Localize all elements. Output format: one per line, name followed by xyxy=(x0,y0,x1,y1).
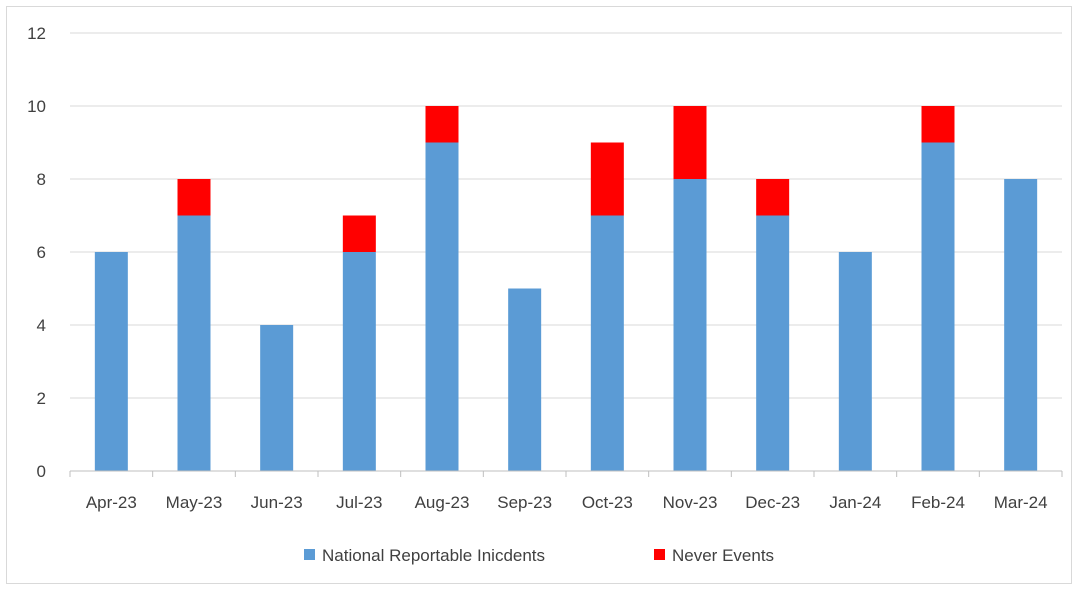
x-tick-label: Apr-23 xyxy=(86,493,137,512)
x-tick-label: Jan-24 xyxy=(829,493,881,512)
x-axis-tick-labels: Apr-23 May-23 Jun-23 Jul-23 Aug-23 Sep-23 Oct-… xyxy=(86,493,1048,512)
y-tick-label: 4 xyxy=(37,316,46,335)
bar-national-reportable-incidents-apr-23 xyxy=(94,252,128,471)
bar-never-events-may-23 xyxy=(177,179,211,216)
y-axis-tick-labels: 0 2 4 6 8 10 12 xyxy=(27,24,46,481)
bar-national-reportable-incidents-nov-23 xyxy=(673,179,707,471)
x-axis xyxy=(69,470,1063,477)
bar-national-reportable-incidents-feb-24 xyxy=(921,142,955,471)
y-tick-label: 0 xyxy=(37,462,46,481)
legend-label: Never Events xyxy=(672,546,774,565)
x-tick-label: Dec-23 xyxy=(745,493,800,512)
bars xyxy=(94,106,1038,471)
bar-never-events-oct-23 xyxy=(590,142,624,216)
bar-national-reportable-incidents-mar-24 xyxy=(1004,179,1038,471)
y-tick-label: 8 xyxy=(37,170,46,189)
bar-national-reportable-incidents-oct-23 xyxy=(590,215,624,471)
bar-national-reportable-incidents-jun-23 xyxy=(260,325,294,471)
x-tick-label: Mar-24 xyxy=(994,493,1048,512)
bar-never-events-jul-23 xyxy=(342,215,376,252)
bar-national-reportable-incidents-may-23 xyxy=(177,215,211,471)
legend-swatch xyxy=(304,549,315,560)
legend-swatch xyxy=(654,549,665,560)
y-tick-label: 2 xyxy=(37,389,46,408)
legend-label: National Reportable Inicdents xyxy=(322,546,545,565)
x-tick-label: Sep-23 xyxy=(497,493,552,512)
y-tick-label: 12 xyxy=(27,24,46,43)
bar-national-reportable-incidents-jul-23 xyxy=(342,252,376,471)
x-tick-label: Nov-23 xyxy=(663,493,718,512)
bar-never-events-feb-24 xyxy=(921,106,955,143)
legend: National Reportable Inicdents Never Event… xyxy=(304,546,774,565)
bar-never-events-aug-23 xyxy=(425,106,459,143)
y-tick-label: 6 xyxy=(37,243,46,262)
x-tick-label: Aug-23 xyxy=(415,493,470,512)
x-tick-label: Oct-23 xyxy=(582,493,633,512)
y-tick-label: 10 xyxy=(27,97,46,116)
x-tick-label: Jun-23 xyxy=(251,493,303,512)
bar-national-reportable-incidents-sep-23 xyxy=(508,288,542,471)
bar-national-reportable-incidents-dec-23 xyxy=(756,215,790,471)
bar-national-reportable-incidents-jan-24 xyxy=(838,252,872,471)
x-tick-label: Jul-23 xyxy=(336,493,382,512)
gridlines xyxy=(70,32,1062,399)
x-tick-label: May-23 xyxy=(166,493,223,512)
bar-never-events-nov-23 xyxy=(673,106,707,179)
legend-item-never-events: Never Events xyxy=(654,546,774,565)
bar-never-events-dec-23 xyxy=(756,179,790,216)
bar-national-reportable-incidents-aug-23 xyxy=(425,142,459,471)
legend-item-national-reportable-incidents: National Reportable Inicdents xyxy=(304,546,545,565)
x-tick-label: Feb-24 xyxy=(911,493,965,512)
